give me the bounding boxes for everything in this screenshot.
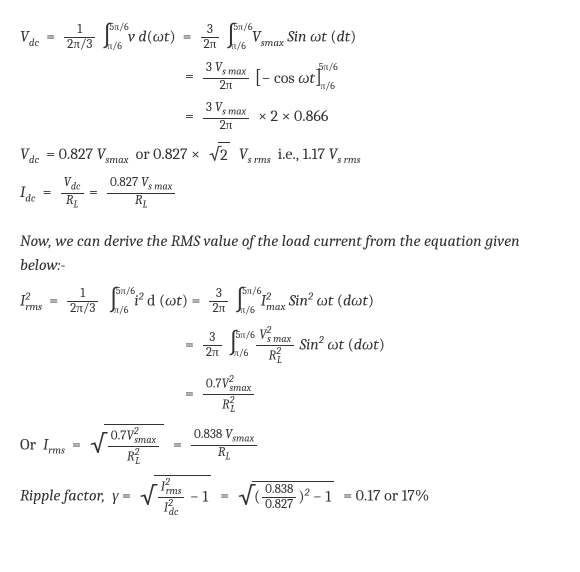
eq-irms-result: Or Irms = √ 0.7V2smax R2L = 0.838 Vsmax … bbox=[20, 424, 560, 468]
eq-irms2-integral: I2rms = 12π/3 ∫π/65π/6 i2 d (ωt) = 32π ∫… bbox=[20, 287, 560, 317]
eq-irms2-step2: = 32π ∫π/65π/6 V2s max R2L Sin2 ωt (dωt) bbox=[20, 325, 560, 367]
eq-vdc-result: Vdc = 0.827 Vsmax or 0.827 × √2 Vs rms i… bbox=[20, 142, 560, 169]
eq-vdc-step3: = 3 Vs max 2π × 2 × 0.866 bbox=[20, 101, 560, 133]
rms-paragraph: Now, we can derive the RMS value of the … bbox=[20, 229, 560, 277]
eq-ripple-factor: Ripple factor, γ = √ I2rms I2dc − 1 = √ … bbox=[20, 475, 560, 519]
eq-idc: Idc = Vdc RL = 0.827 Vs max RL bbox=[20, 176, 560, 211]
eq-irms2-step3: = 0.7V2smax R2L bbox=[20, 374, 560, 416]
eq-vdc-step2: = 3 Vs max 2π [− cos ωt] π/65π/6 bbox=[20, 61, 560, 93]
eq-vdc-integral: Vdc = 12π/3 ∫π/65π/6 v d(ωt) = 32π ∫π/65… bbox=[20, 23, 560, 53]
